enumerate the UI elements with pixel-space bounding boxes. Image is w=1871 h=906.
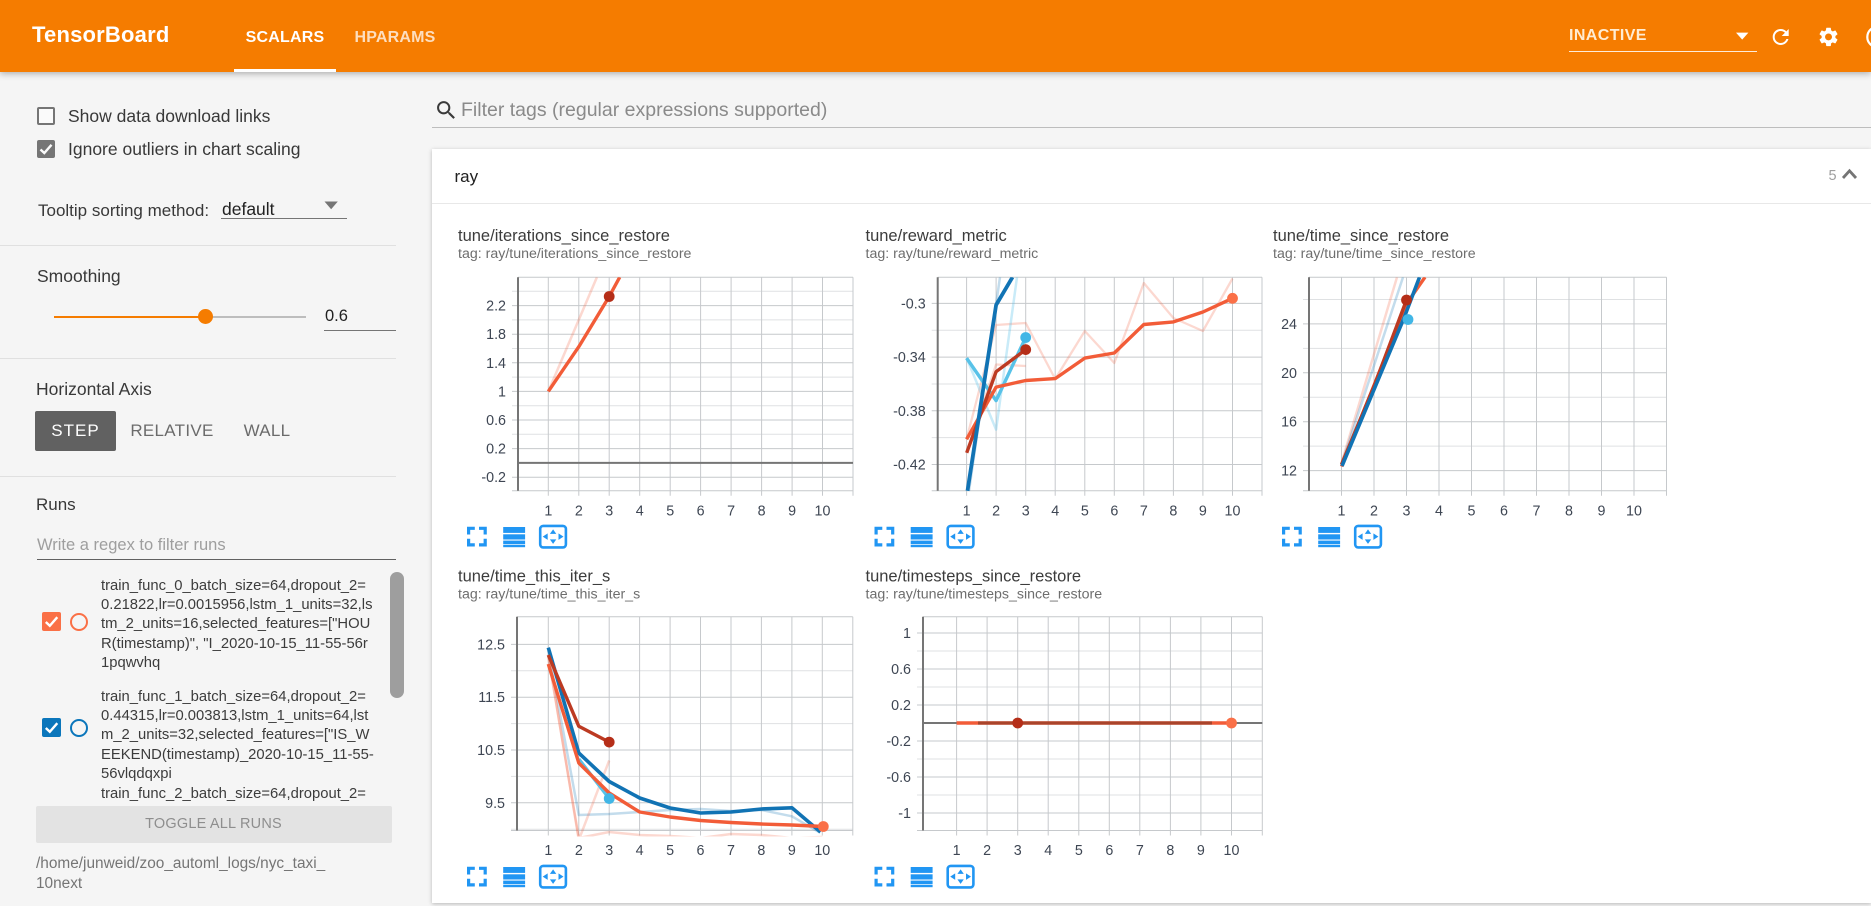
svg-text:tune/time_since_restore: tune/time_since_restore [1273, 227, 1449, 245]
svg-text:1: 1 [498, 384, 506, 400]
svg-text:10: 10 [815, 504, 831, 520]
svg-text:1: 1 [544, 504, 552, 520]
svg-text:4: 4 [1051, 504, 1059, 520]
svg-text:7: 7 [727, 843, 735, 859]
svg-text:9: 9 [1598, 504, 1606, 520]
svg-text:3: 3 [605, 504, 613, 520]
svg-text:2.2: 2.2 [486, 299, 506, 315]
svg-text:7: 7 [1136, 843, 1144, 859]
svg-text:3: 3 [1403, 504, 1411, 520]
svg-text:2: 2 [575, 843, 583, 859]
svg-text:5: 5 [1468, 504, 1476, 520]
svg-text:-1: -1 [898, 806, 911, 822]
svg-text:6: 6 [1500, 504, 1508, 520]
svg-text:5: 5 [1081, 504, 1089, 520]
svg-text:tune/time_this_iter_s: tune/time_this_iter_s [458, 568, 610, 586]
svg-text:10: 10 [1224, 843, 1240, 859]
svg-text:10.5: 10.5 [477, 743, 505, 759]
svg-text:10: 10 [814, 843, 830, 859]
svg-text:5: 5 [666, 843, 674, 859]
svg-text:5: 5 [666, 504, 674, 520]
svg-text:1.4: 1.4 [486, 356, 506, 372]
svg-text:3: 3 [1014, 843, 1022, 859]
svg-text:0.2: 0.2 [891, 698, 911, 714]
svg-text:-0.6: -0.6 [886, 770, 911, 786]
svg-text:9: 9 [1199, 504, 1207, 520]
svg-text:4: 4 [1044, 843, 1052, 859]
svg-text:6: 6 [1105, 843, 1113, 859]
svg-text:3: 3 [1022, 504, 1030, 520]
svg-text:0.2: 0.2 [486, 442, 506, 458]
svg-text:3: 3 [605, 843, 613, 859]
svg-text:8: 8 [757, 843, 765, 859]
svg-text:tune/reward_metric: tune/reward_metric [866, 227, 1007, 245]
svg-text:7: 7 [727, 504, 735, 520]
svg-text:8: 8 [1169, 504, 1177, 520]
svg-text:-0.2: -0.2 [481, 470, 506, 486]
svg-text:16: 16 [1281, 415, 1297, 431]
svg-text:9.5: 9.5 [485, 796, 505, 812]
svg-text:tag: ray/tune/timesteps_since_: tag: ray/tune/timesteps_since_restore [866, 586, 1103, 602]
svg-text:tune/iterations_since_restore: tune/iterations_since_restore [458, 227, 670, 245]
svg-text:4: 4 [636, 504, 644, 520]
svg-text:2: 2 [1370, 504, 1378, 520]
svg-text:-0.42: -0.42 [893, 458, 926, 474]
svg-text:tag: ray/tune/time_this_iter_s: tag: ray/tune/time_this_iter_s [458, 586, 640, 602]
svg-text:0.6: 0.6 [486, 413, 506, 429]
svg-text:11.5: 11.5 [478, 690, 505, 706]
svg-text:12.5: 12.5 [477, 637, 505, 653]
svg-text:10: 10 [1626, 504, 1642, 520]
svg-text:1: 1 [903, 626, 911, 642]
svg-text:2: 2 [992, 504, 1000, 520]
svg-text:2: 2 [575, 504, 583, 520]
svg-text:4: 4 [1435, 504, 1443, 520]
svg-text:4: 4 [636, 843, 644, 859]
svg-text:tag: ray/tune/reward_metric: tag: ray/tune/reward_metric [866, 246, 1039, 262]
svg-text:-0.38: -0.38 [893, 404, 926, 420]
svg-text:5: 5 [1075, 843, 1083, 859]
svg-text:1: 1 [1338, 504, 1346, 520]
svg-text:24: 24 [1281, 317, 1297, 333]
svg-text:-0.34: -0.34 [893, 350, 926, 366]
svg-text:1: 1 [963, 504, 971, 520]
svg-text:9: 9 [788, 843, 796, 859]
svg-text:9: 9 [1197, 843, 1205, 859]
svg-text:7: 7 [1533, 504, 1541, 520]
svg-text:tag: ray/tune/time_since_resto: tag: ray/tune/time_since_restore [1273, 246, 1476, 262]
svg-text:1: 1 [544, 843, 552, 859]
svg-text:7: 7 [1140, 504, 1148, 520]
svg-text:20: 20 [1281, 366, 1297, 382]
svg-text:6: 6 [1110, 504, 1118, 520]
svg-text:6: 6 [697, 504, 705, 520]
svg-text:-0.2: -0.2 [886, 734, 911, 750]
svg-text:0.6: 0.6 [891, 662, 911, 678]
svg-text:9: 9 [788, 504, 796, 520]
svg-text:8: 8 [1565, 504, 1573, 520]
svg-text:tune/timesteps_since_restore: tune/timesteps_since_restore [866, 568, 1082, 586]
svg-text:10: 10 [1225, 504, 1241, 520]
svg-text:-0.3: -0.3 [901, 296, 926, 312]
svg-text:1.8: 1.8 [486, 327, 506, 343]
svg-text:2: 2 [983, 843, 991, 859]
svg-text:6: 6 [697, 843, 705, 859]
svg-text:8: 8 [1166, 843, 1174, 859]
svg-text:1: 1 [953, 843, 961, 859]
svg-text:8: 8 [758, 504, 766, 520]
svg-text:tag: ray/tune/iterations_since: tag: ray/tune/iterations_since_restore [458, 246, 692, 262]
svg-text:12: 12 [1281, 464, 1297, 480]
